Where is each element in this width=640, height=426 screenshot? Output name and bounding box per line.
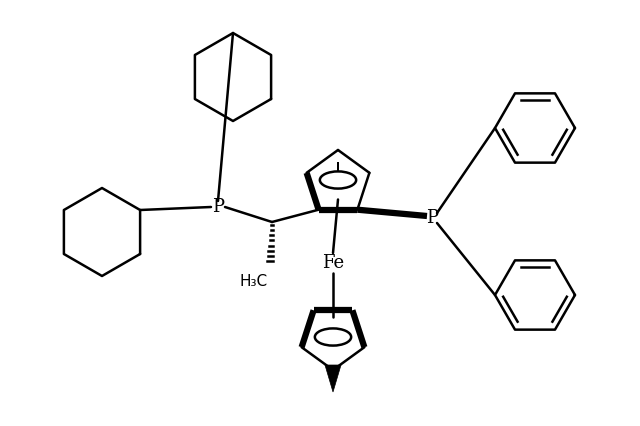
Text: P: P (426, 209, 438, 227)
Text: P: P (212, 198, 224, 216)
Text: H₃C: H₃C (240, 274, 268, 290)
Polygon shape (325, 365, 341, 392)
Text: Fe: Fe (322, 254, 344, 272)
